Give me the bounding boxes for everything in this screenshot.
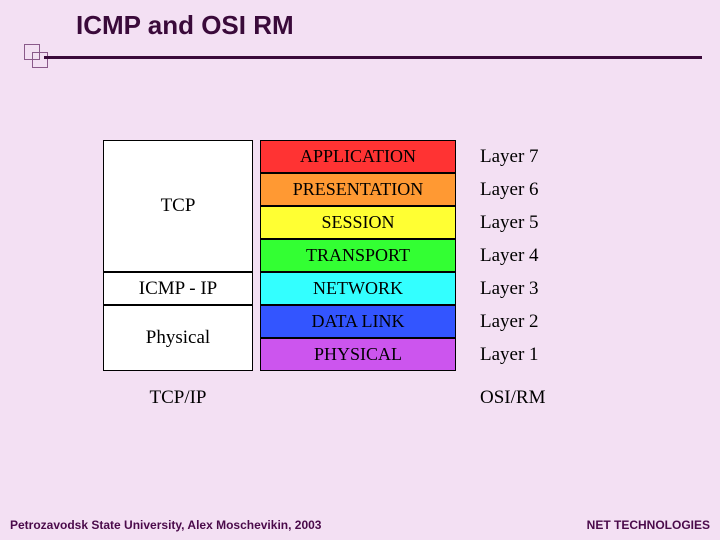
tcpip-group: ICMP - IP (98, 272, 258, 305)
label-spacer (258, 387, 458, 417)
osi-layer-box: SESSION (260, 206, 456, 239)
osi-layer-label: Layer 3 (458, 272, 618, 305)
osi-layer-cell: PRESENTATION (258, 173, 458, 206)
osi-layer-label: Layer 7 (458, 140, 618, 173)
osi-layer-cell: NETWORK (258, 272, 458, 305)
osi-layer-cell: TRANSPORT (258, 239, 458, 272)
osi-layer-box: APPLICATION (260, 140, 456, 173)
tcpip-group-box: TCP (103, 140, 253, 272)
stack-labels-row: TCP/IP OSI/RM (98, 387, 658, 417)
osi-tcpip-diagram: APPLICATIONLayer 7PRESENTATIONLayer 6SES… (98, 140, 658, 417)
osi-layer-box: NETWORK (260, 272, 456, 305)
osi-layer-cell: SESSION (258, 206, 458, 239)
tcpip-group-box: Physical (103, 305, 253, 371)
osi-layer-label: Layer 1 (458, 338, 618, 371)
osi-stack-label: OSI/RM (458, 387, 618, 417)
osi-layer-label: Layer 5 (458, 206, 618, 239)
title-underline (44, 56, 702, 59)
tcpip-group: TCP (98, 140, 258, 272)
tcpip-group-box: ICMP - IP (103, 272, 253, 305)
osi-layer-label: Layer 2 (458, 305, 618, 338)
osi-layer-label: Layer 6 (458, 173, 618, 206)
tcpip-stack-label: TCP/IP (98, 387, 258, 417)
footer-left: Petrozavodsk State University, Alex Mosc… (10, 518, 321, 532)
osi-layer-box: PHYSICAL (260, 338, 456, 371)
osi-layer-box: TRANSPORT (260, 239, 456, 272)
osi-layer-label: Layer 4 (458, 239, 618, 272)
osi-layer-cell: PHYSICAL (258, 338, 458, 371)
footer: Petrozavodsk State University, Alex Mosc… (0, 518, 720, 532)
osi-layer-box: DATA LINK (260, 305, 456, 338)
page-title: ICMP and OSI RM (0, 10, 720, 47)
footer-right: NET TECHNOLOGIES (587, 518, 710, 532)
osi-layer-box: PRESENTATION (260, 173, 456, 206)
title-area: ICMP and OSI RM (0, 10, 720, 47)
osi-layer-cell: DATA LINK (258, 305, 458, 338)
osi-layer-cell: APPLICATION (258, 140, 458, 173)
tcpip-group: Physical (98, 305, 258, 371)
